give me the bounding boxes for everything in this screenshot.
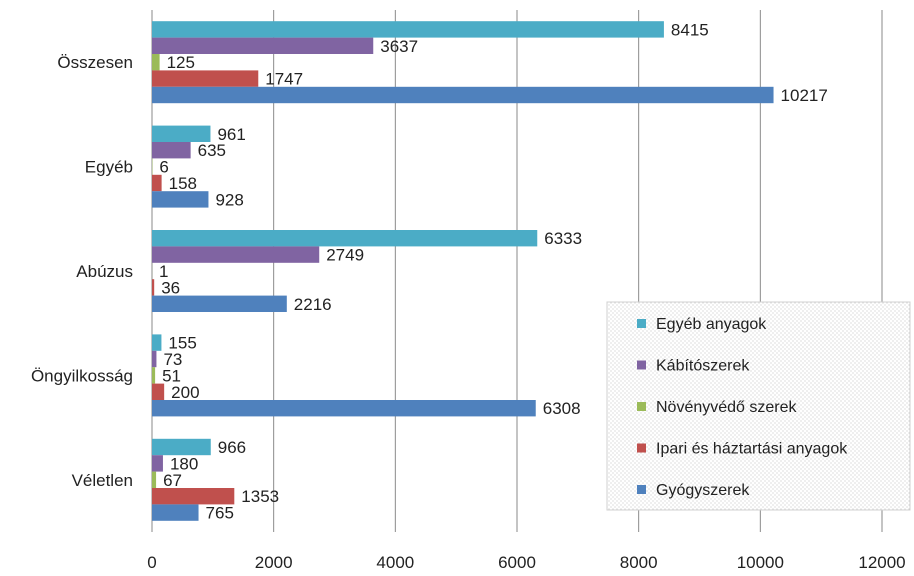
legend-swatch-egyeb-anyagok xyxy=(637,319,646,328)
data-label: 73 xyxy=(163,350,182,369)
data-label: 2216 xyxy=(294,295,332,314)
data-label: 36 xyxy=(161,278,180,297)
data-label: 6 xyxy=(159,158,168,177)
legend: Egyéb anyagok Kábítószerek Növényvédő szer… xyxy=(606,301,911,511)
bar-kabitoszerek xyxy=(152,350,157,368)
bar-egyeb-anyagok xyxy=(152,21,664,38)
category-label: Öngyilkosság xyxy=(31,366,133,385)
bar-ipari-es-haztartasi-anyagok xyxy=(152,488,235,505)
data-label: 966 xyxy=(218,438,246,457)
data-label: 180 xyxy=(170,454,198,473)
bar-gyogyszerek xyxy=(152,86,774,104)
legend-swatch-kabitoszerek xyxy=(637,360,646,370)
data-label: 3637 xyxy=(380,37,418,56)
data-label: 200 xyxy=(171,383,199,402)
bar-egyeb-anyagok xyxy=(152,438,211,456)
bar-ipari-es-haztartasi-anyagok xyxy=(152,70,259,87)
data-label: 961 xyxy=(217,125,245,144)
x-tick-label: 4000 xyxy=(376,553,414,572)
bar-gyogyszerek xyxy=(152,400,536,417)
bar-ipari-es-haztartasi-anyagok xyxy=(152,174,162,192)
bar-ipari-es-haztartasi-anyagok xyxy=(152,279,155,296)
legend-box xyxy=(606,301,911,511)
bar-egyeb-anyagok xyxy=(152,230,538,247)
legend-label: Gyógyszerek xyxy=(656,482,750,499)
bar-gyogyszerek xyxy=(152,504,199,521)
data-label: 6308 xyxy=(543,399,581,418)
data-label: 10217 xyxy=(781,86,828,105)
data-label: 155 xyxy=(168,334,196,353)
x-tick-label: 0 xyxy=(147,553,156,572)
data-label: 125 xyxy=(167,53,195,72)
legend-label: Növényvédő szerek xyxy=(656,399,798,416)
data-label: 1 xyxy=(159,262,168,281)
category-label: Abúzus xyxy=(76,262,133,281)
bar-gyogyszerek xyxy=(152,295,287,312)
bar-novenyvedo-szerek xyxy=(152,471,157,488)
bars xyxy=(152,21,774,521)
data-label: 1747 xyxy=(265,70,303,89)
x-tick-label: 8000 xyxy=(620,553,658,572)
bar-ipari-es-haztartasi-anyagok xyxy=(152,383,165,400)
legend-swatch-ipari-es-haztartasi-anyagok xyxy=(637,443,646,453)
bar-kabitoszerek xyxy=(152,246,320,263)
data-label: 67 xyxy=(163,471,182,490)
data-label: 635 xyxy=(198,141,226,160)
data-label: 158 xyxy=(169,174,197,193)
legend-swatch-gyogyszerek xyxy=(637,485,646,494)
bar-gyogyszerek xyxy=(152,191,209,208)
bar-kabitoszerek xyxy=(152,37,374,54)
category-label: Egyéb xyxy=(85,158,133,177)
data-label: 765 xyxy=(206,504,234,523)
bar-novenyvedo-szerek xyxy=(152,54,160,71)
legend-label: Ipari és háztartási anyagok xyxy=(656,441,848,458)
bar-egyeb-anyagok xyxy=(152,125,211,142)
bar-kabitoszerek xyxy=(152,142,191,159)
bar-kabitoszerek xyxy=(152,455,163,472)
legend-label: Egyéb anyagok xyxy=(656,316,767,333)
category-label: Véletlen xyxy=(72,471,133,490)
x-tick-label: 6000 xyxy=(498,553,536,572)
x-tick-label: 10000 xyxy=(737,553,784,572)
data-label: 2749 xyxy=(326,246,364,265)
legend-swatch-novenyvedo-szerek xyxy=(637,402,646,411)
data-label: 6333 xyxy=(544,229,582,248)
data-label: 928 xyxy=(215,190,243,209)
bar-egyeb-anyagok xyxy=(152,334,162,351)
bar-novenyvedo-szerek xyxy=(152,367,156,384)
x-tick-labels: 0 2000 4000 6000 8000 10000 12000 xyxy=(147,553,905,572)
category-labels: Összesen Egyéb Abúzus Öngyilkosság Véletlen xyxy=(31,53,133,490)
data-label: 8415 xyxy=(671,20,709,39)
x-tick-label: 2000 xyxy=(255,553,293,572)
data-label: 51 xyxy=(162,366,181,385)
category-label: Összesen xyxy=(57,53,133,72)
x-tick-label: 12000 xyxy=(858,553,905,572)
data-label: 1353 xyxy=(241,487,279,506)
legend-label: Kábítószerek xyxy=(656,358,750,375)
